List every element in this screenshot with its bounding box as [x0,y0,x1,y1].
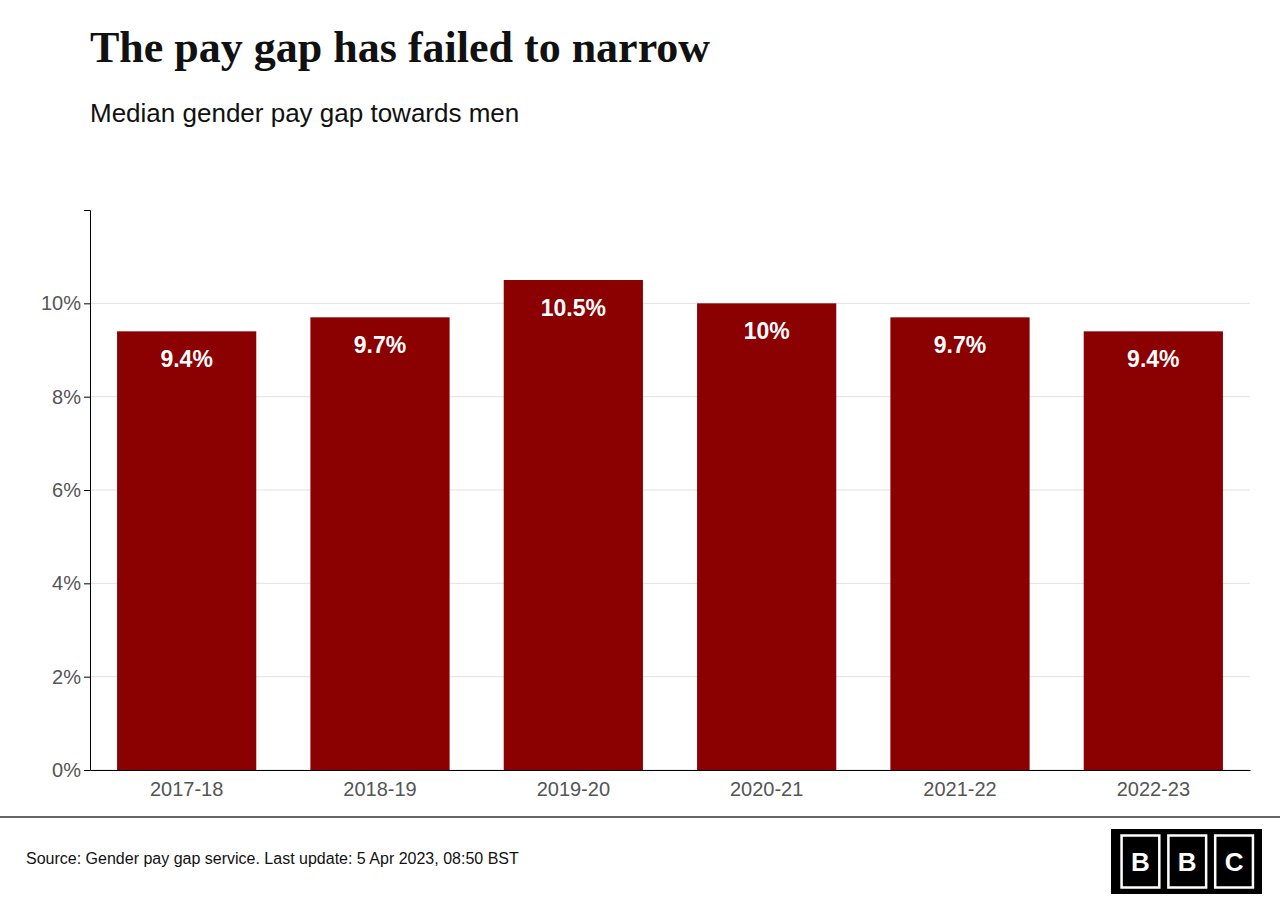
x-tick: 2019-20 [537,778,610,800]
y-tick-label: 10% [41,292,81,314]
x-tick-label: 2020-21 [730,778,803,800]
plot: 0% 2% 4% 6% 8% 10% 2017-18 2018-19 2019-20 2020-2… [41,211,1251,801]
y-tick-mark [84,397,90,398]
bar [310,317,449,770]
data-label: 9.7% [934,332,986,358]
x-tick-label: 2021-22 [923,778,996,800]
x-tick: 2017-18 [150,778,223,800]
logo-letter: C [1225,847,1244,877]
title: The pay gap has failed to narrow [90,23,710,72]
logo-box [1215,836,1253,888]
y-tick-label: 4% [52,572,81,594]
bar [504,280,643,770]
chart: The pay gap has failed to narrow Median g… [0,0,1280,900]
grid-line [90,490,1250,491]
x-tick: 2018-19 [343,778,416,800]
x-tick-label: 2022-23 [1117,778,1190,800]
y-tick: 2% [52,666,90,688]
bar [697,303,836,770]
y-tick-mark [84,770,90,771]
y-tick-mark [84,303,90,304]
y-axis: 0% 2% 4% 6% 8% 10% [41,211,91,781]
y-tick-label: 6% [52,479,81,501]
bar [1084,331,1223,770]
data-label: 9.4% [1127,346,1179,372]
x-axis: 2017-18 2018-19 2019-20 2020-21 2021-22 2022-… [91,771,1251,801]
grid-line [90,583,1250,584]
y-tick-mark [84,677,90,678]
y-tick-label: 8% [52,386,81,408]
logo-letter: B [1178,847,1197,877]
y-tick-mark [84,490,90,491]
logo-box [1168,836,1206,888]
bars [117,280,1223,770]
y-tick-mark [84,583,90,584]
x-axis-line [91,770,1251,771]
y-tick: 6% [52,479,90,501]
subtitle: Median gender pay gap towards men [90,98,519,128]
data-label: 10.5% [541,295,606,321]
y-tick: 4% [52,572,90,594]
data-label: 9.4% [160,346,212,372]
grid-line [90,676,1250,677]
data-label: 9.7% [354,332,406,358]
x-tick: 2020-21 [730,778,803,800]
logo: BBC [1111,829,1262,894]
bar [890,317,1029,770]
data-label: 10% [744,318,790,344]
x-tick-label: 2018-19 [343,778,416,800]
y-tick: 8% [52,386,90,408]
y-axis-line [84,211,91,771]
bar [117,331,256,770]
logo-letter: B [1131,847,1150,877]
grid-line [90,770,1250,771]
logo-box [1122,836,1160,888]
x-tick: 2021-22 [923,778,996,800]
x-tick-label: 2019-20 [537,778,610,800]
grid-line [90,396,1250,397]
y-tick-label: 0% [52,759,81,781]
data-labels: 9.4% 9.7% 10.5% 10% 9.7% 9.4% [160,295,1179,372]
grid [90,303,1250,770]
footer-rule [0,816,1280,818]
grid-line [90,303,1250,304]
logo-background [1111,829,1262,894]
x-tick-label: 2017-18 [150,778,223,800]
source: Source: Gender pay gap service. Last upd… [26,850,519,867]
x-tick: 2022-23 [1117,778,1190,800]
y-tick: 10% [41,292,90,314]
y-tick: 0% [52,759,90,781]
y-tick-label: 2% [52,666,81,688]
